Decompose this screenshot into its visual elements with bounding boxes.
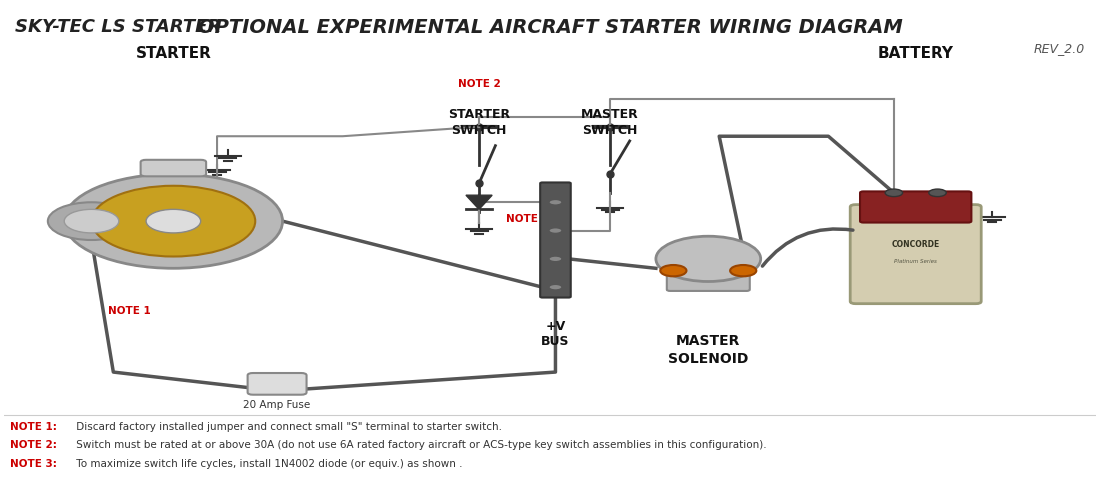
Circle shape [64,209,119,233]
Circle shape [64,174,283,268]
Text: MASTER
SWITCH: MASTER SWITCH [581,108,639,137]
Circle shape [549,228,562,233]
FancyBboxPatch shape [248,373,307,395]
Text: SKY-TEC LS STARTER: SKY-TEC LS STARTER [15,18,221,36]
FancyBboxPatch shape [141,160,206,176]
FancyBboxPatch shape [850,204,981,304]
Text: BATTERY: BATTERY [878,46,954,61]
Text: CONCORDE: CONCORDE [892,240,939,249]
Circle shape [730,265,757,276]
Text: NOTE 1: NOTE 1 [108,306,151,316]
Text: NOTE 3:: NOTE 3: [10,459,56,469]
Text: Platinum Series: Platinum Series [894,259,937,264]
Text: To maximize switch life cycles, install 1N4002 diode (or equiv.) as shown .: To maximize switch life cycles, install … [73,459,462,469]
Circle shape [928,189,946,197]
Polygon shape [466,195,492,209]
Circle shape [91,186,255,256]
Text: Switch must be rated at or above 30A (do not use 6A rated factory aircraft or AC: Switch must be rated at or above 30A (do… [73,441,767,450]
Text: STARTER: STARTER [135,46,211,61]
FancyBboxPatch shape [667,260,750,291]
Circle shape [660,265,686,276]
Circle shape [47,202,135,240]
Text: Discard factory installed jumper and connect small "S" terminal to starter switc: Discard factory installed jumper and con… [73,421,502,432]
Circle shape [656,236,761,281]
FancyBboxPatch shape [540,182,571,298]
Text: NOTE 2:: NOTE 2: [10,441,56,450]
Circle shape [549,256,562,262]
Text: OPTIONAL EXPERIMENTAL AIRCRAFT STARTER WIRING DIAGRAM: OPTIONAL EXPERIMENTAL AIRCRAFT STARTER W… [198,18,902,37]
Text: 20 Amp Fuse: 20 Amp Fuse [243,400,310,410]
Circle shape [549,199,562,205]
Circle shape [886,189,903,197]
Text: NOTE 1:: NOTE 1: [10,421,56,432]
Text: +V
BUS: +V BUS [541,320,570,348]
Text: STARTER
SWITCH: STARTER SWITCH [448,108,510,137]
Circle shape [146,209,200,233]
Text: MASTER
SOLENOID: MASTER SOLENOID [668,335,748,366]
Text: REV_2.0: REV_2.0 [1034,42,1085,55]
Text: NOTE 3: NOTE 3 [506,214,549,224]
FancyBboxPatch shape [860,192,971,223]
Circle shape [549,284,562,290]
Text: NOTE 2: NOTE 2 [458,79,500,89]
